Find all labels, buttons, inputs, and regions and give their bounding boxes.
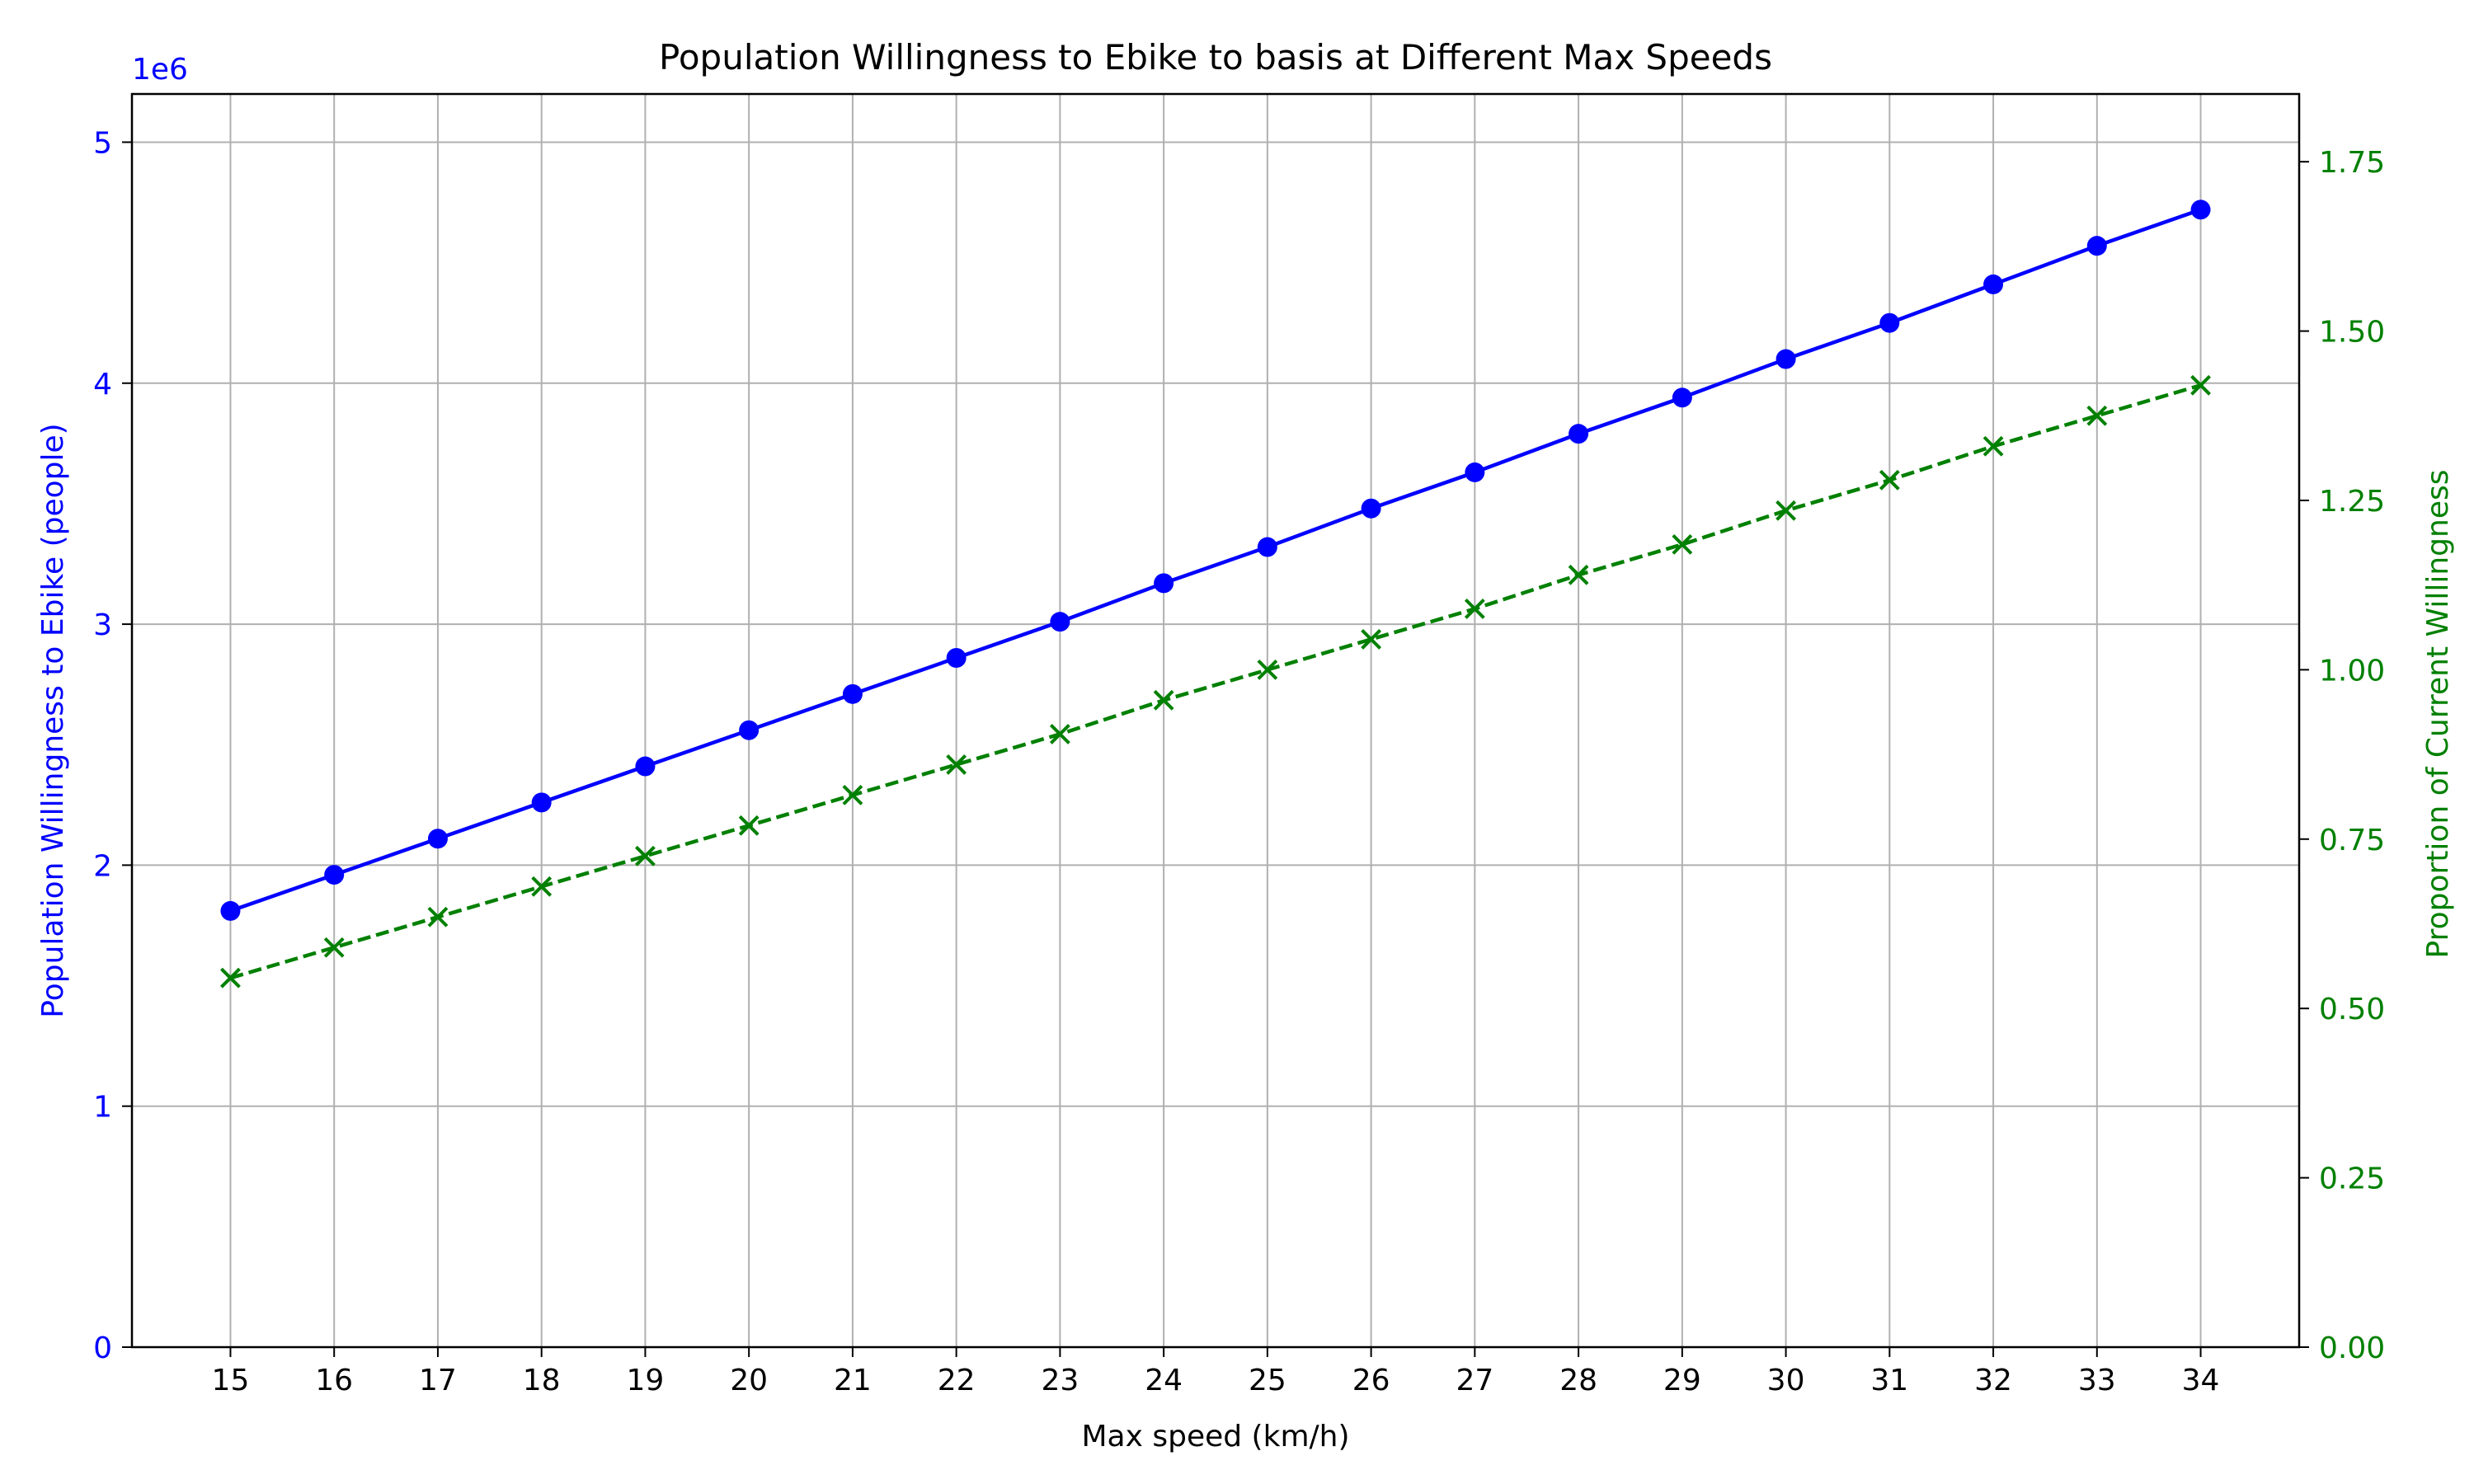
data-point-left (531, 792, 552, 813)
data-point-left (1983, 274, 2004, 294)
x-tick-label: 30 (1767, 1364, 1805, 1397)
plot-frame (130, 92, 2301, 1349)
data-point-right (1568, 564, 1589, 585)
y-left-tick-label: 5 (93, 126, 112, 160)
y-axis-left-label: Population Willingness to Ebike (people) (36, 423, 70, 1017)
data-point-right (2086, 405, 2108, 426)
data-point-left (427, 829, 448, 849)
x-tick-label: 29 (1663, 1364, 1701, 1397)
x-tick-label: 19 (627, 1364, 665, 1397)
data-point-left (1361, 498, 1381, 519)
y-left-tick-label: 0 (93, 1331, 112, 1365)
data-point-right (1776, 500, 1796, 521)
data-point-right (1257, 659, 1278, 680)
ticks-layer: 15 16 17 18 19 20 21 22 23 24 25 26 27 28 29 30 31 32 33 34… (93, 126, 2385, 1397)
data-point-right (427, 906, 449, 928)
data-point-left (1257, 537, 1277, 557)
x-tick-label: 28 (1559, 1364, 1597, 1397)
data-point-right (1464, 599, 1485, 619)
data-point-right (220, 967, 241, 989)
x-tick-label: 27 (1456, 1364, 1493, 1397)
series-line-left (229, 208, 2202, 913)
x-tick-label: 15 (212, 1364, 250, 1397)
y-right-tick-label: 0.75 (2319, 824, 2385, 857)
y-right-tick-label: 0.25 (2319, 1162, 2385, 1196)
x-tick-label: 22 (938, 1364, 976, 1397)
y-right-tick-label: 1.75 (2319, 146, 2385, 180)
x-tick-label: 33 (2078, 1364, 2116, 1397)
x-tick-label: 24 (1145, 1364, 1183, 1397)
data-point-left (1465, 462, 1485, 482)
data-point-left (739, 720, 760, 740)
data-point-left (842, 683, 863, 704)
x-tick-label: 32 (1974, 1364, 2012, 1397)
y-axis-left-offset-label: 1e6 (132, 53, 188, 87)
y-axis-right-label: Proportion of Current Willingness (2421, 470, 2455, 959)
x-tick-label: 23 (1041, 1364, 1079, 1397)
y-left-tick-label: 1 (93, 1091, 112, 1125)
y-right-tick-label: 0.50 (2319, 993, 2385, 1026)
data-point-left (1569, 424, 1589, 444)
data-point-left (2086, 236, 2107, 256)
data-point-right (1672, 533, 1693, 555)
data-point-left (635, 756, 656, 777)
x-tick-label: 25 (1249, 1364, 1286, 1397)
data-point-right (738, 815, 760, 836)
x-tick-label: 16 (315, 1364, 353, 1397)
data-point-left (220, 900, 241, 921)
x-tick-label: 26 (1352, 1364, 1390, 1397)
data-point-left (1776, 349, 1796, 369)
data-point-right (946, 754, 967, 775)
y-right-tick-label: 1.00 (2319, 654, 2385, 688)
x-tick-label: 31 (1870, 1364, 1908, 1397)
y-left-tick-label: 3 (93, 608, 112, 642)
data-point-left (946, 648, 967, 668)
data-point-left (1879, 312, 1900, 333)
series-layer (220, 200, 2211, 989)
data-point-left (324, 865, 345, 885)
data-point-left (1154, 573, 1174, 594)
data-point-right (1361, 628, 1382, 650)
data-point-right (531, 876, 553, 897)
x-tick-label: 17 (419, 1364, 457, 1397)
y-left-tick-label: 4 (93, 368, 112, 402)
data-point-right (2190, 374, 2211, 396)
x-tick-label: 20 (730, 1364, 768, 1397)
data-point-left (1050, 612, 1070, 632)
x-tick-label: 21 (834, 1364, 872, 1397)
data-point-right (842, 784, 863, 805)
y-right-tick-label: 1.50 (2319, 316, 2385, 350)
series-line-right (229, 383, 2202, 980)
y-left-tick-label: 2 (93, 849, 112, 883)
data-point-right (323, 937, 345, 958)
data-point-right (635, 845, 656, 866)
data-point-left (1672, 387, 1692, 408)
data-point-right (1982, 435, 2004, 457)
x-tick-label: 18 (523, 1364, 561, 1397)
x-tick-label: 34 (2182, 1364, 2220, 1397)
chart-title: Population Willingness to Ebike to basis… (659, 37, 1772, 77)
data-point-right (1879, 469, 1900, 491)
y-right-tick-label: 0.00 (2319, 1331, 2385, 1365)
y-right-tick-label: 1.25 (2319, 485, 2385, 519)
data-point-left (2190, 200, 2211, 220)
grid-layer (132, 94, 2299, 1348)
data-point-right (1049, 724, 1070, 744)
data-point-right (1153, 689, 1174, 711)
x-axis-label: Max speed (km/h) (1081, 1420, 1349, 1453)
